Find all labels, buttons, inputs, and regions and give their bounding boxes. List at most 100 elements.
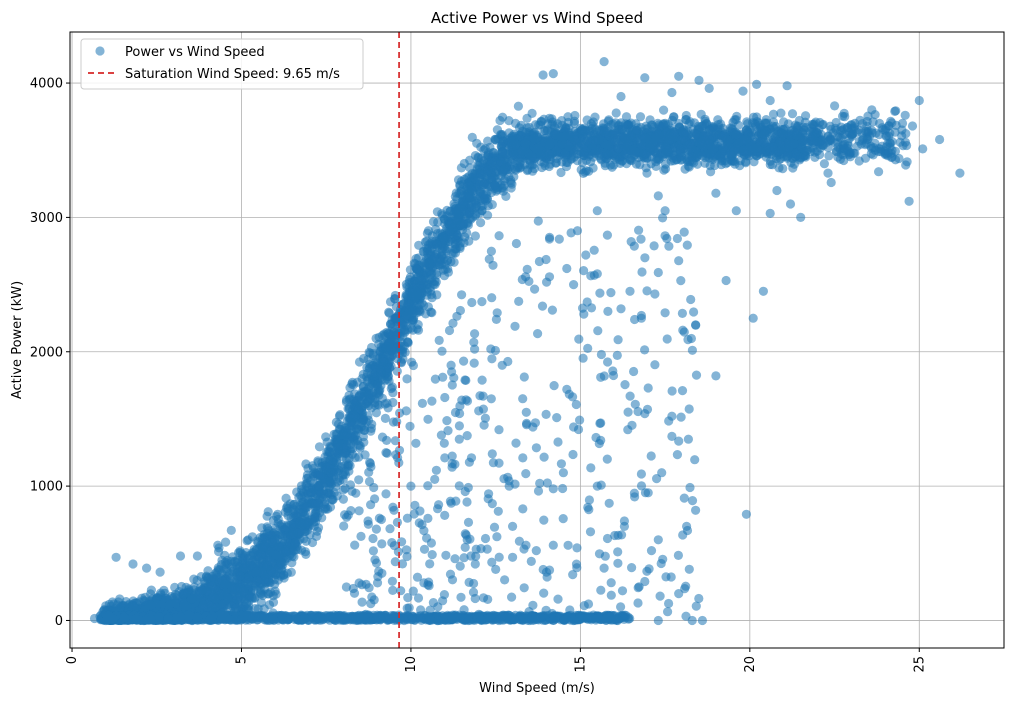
scatter-point xyxy=(524,122,534,132)
scatter-point xyxy=(419,247,429,257)
scatter-point xyxy=(522,165,532,176)
scatter-point xyxy=(545,155,555,165)
scatter-point xyxy=(311,531,322,542)
scatter-point xyxy=(293,528,303,538)
scatter-point xyxy=(726,150,736,160)
scatter-point xyxy=(509,129,519,139)
scatter-point xyxy=(401,311,411,321)
scatter-point xyxy=(486,160,496,170)
scatter-point xyxy=(376,368,386,378)
scatter-point xyxy=(144,600,154,610)
scatter-point xyxy=(621,119,631,129)
scatter-point xyxy=(776,108,786,118)
scatter-point xyxy=(347,379,357,389)
scatter-point xyxy=(550,130,560,140)
scatter-point xyxy=(621,112,632,122)
scatter-point xyxy=(197,585,207,595)
scatter-point xyxy=(767,160,778,170)
scatter-point xyxy=(625,154,635,164)
scatter-point xyxy=(225,569,235,579)
scatter-point xyxy=(863,126,873,136)
scatter-point xyxy=(507,139,517,149)
scatter-point xyxy=(464,171,474,181)
scatter-point xyxy=(383,328,394,338)
scatter-point xyxy=(384,351,394,361)
scatter-point xyxy=(248,586,258,596)
scatter-point xyxy=(730,115,740,125)
scatter-point xyxy=(422,228,432,238)
scatter-point xyxy=(832,147,842,157)
scatter-point xyxy=(886,116,896,126)
scatter-point xyxy=(212,567,222,577)
scatter-point xyxy=(825,121,835,131)
scatter-point xyxy=(483,210,493,220)
scatter-point xyxy=(602,140,612,150)
scatter-point xyxy=(614,155,625,165)
scatter-point xyxy=(718,143,728,153)
scatter-point xyxy=(368,392,378,402)
scatter-point xyxy=(431,277,441,287)
scatter-point xyxy=(302,470,312,480)
scatter-point xyxy=(782,151,793,161)
scatter-point xyxy=(422,287,432,297)
scatter-point xyxy=(839,155,849,166)
scatter-point xyxy=(265,556,275,566)
scatter-point xyxy=(303,488,313,498)
scatter-point xyxy=(373,379,383,389)
scatter-point xyxy=(384,363,394,373)
scatter-point xyxy=(501,191,511,201)
scatter-point xyxy=(431,224,441,234)
scatter-point xyxy=(731,129,741,139)
scatter-point xyxy=(464,208,474,218)
scatter-point xyxy=(280,507,290,517)
scatter-point xyxy=(588,127,598,137)
scatter-point xyxy=(636,140,646,150)
scatter-point xyxy=(310,508,320,518)
scatter-point xyxy=(741,158,751,168)
scatter-point xyxy=(366,403,376,413)
scatter-point xyxy=(326,490,336,500)
scatter-point xyxy=(443,264,453,274)
scatter-point xyxy=(146,585,156,595)
scatter-point xyxy=(692,151,703,161)
scatter-point xyxy=(730,159,740,169)
scatter-point xyxy=(239,586,249,597)
scatter-point xyxy=(263,507,273,517)
scatter-point xyxy=(685,139,695,149)
scatter-point xyxy=(823,143,833,153)
scatter-point xyxy=(354,357,365,367)
scatter-point xyxy=(696,109,706,119)
scatter-point xyxy=(792,150,802,160)
scatter-point xyxy=(778,164,788,174)
scatter-point xyxy=(580,167,590,177)
scatter-point xyxy=(270,579,280,590)
scatter-point xyxy=(789,139,799,149)
scatter-point xyxy=(178,589,188,599)
scatter-point xyxy=(346,417,356,428)
scatter-point xyxy=(836,133,846,143)
scatter-point xyxy=(307,499,317,509)
scatter-point xyxy=(500,164,510,174)
scatter-point xyxy=(256,597,266,608)
scatter-point xyxy=(344,403,355,413)
scatter-point xyxy=(428,262,438,272)
scatter-point xyxy=(456,163,466,173)
scatter-point xyxy=(289,500,299,510)
scatter-point xyxy=(803,139,813,149)
scatter-point xyxy=(596,155,606,165)
scatter-point xyxy=(527,152,537,162)
scatter-point xyxy=(900,110,910,120)
scatter-point xyxy=(860,153,871,163)
scatter-point xyxy=(470,151,480,161)
scatter-point xyxy=(318,494,328,504)
scatter-point xyxy=(606,120,616,130)
scatter-point xyxy=(824,151,834,161)
scatter-point xyxy=(196,572,206,582)
scatter-point xyxy=(887,137,897,147)
scatter-point xyxy=(487,200,497,210)
scatter-point xyxy=(492,125,502,135)
scatter-point xyxy=(659,105,669,115)
scatter-point xyxy=(179,599,189,610)
scatter-point xyxy=(333,439,343,449)
scatter-point xyxy=(481,189,491,200)
